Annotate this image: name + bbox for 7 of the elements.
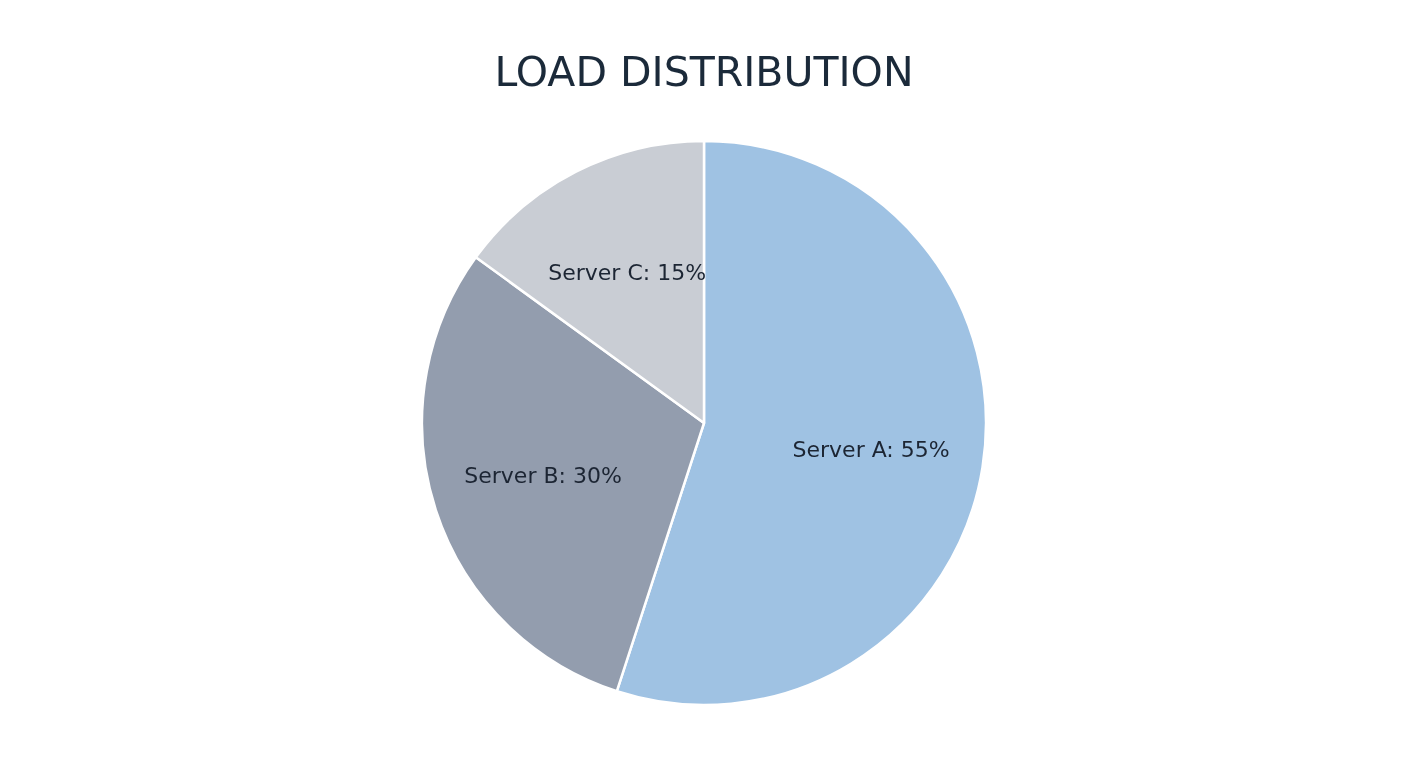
slice-label: Server B xyxy=(464,462,559,488)
slice-label: Server C xyxy=(548,259,643,285)
data-label: : 15% xyxy=(642,259,707,285)
data-label: : 55% xyxy=(886,436,950,462)
slice-label: Server A xyxy=(792,436,887,462)
chart-title: LOAD DISTRIBUTION xyxy=(494,48,914,96)
data-label: : 30% xyxy=(558,462,622,488)
